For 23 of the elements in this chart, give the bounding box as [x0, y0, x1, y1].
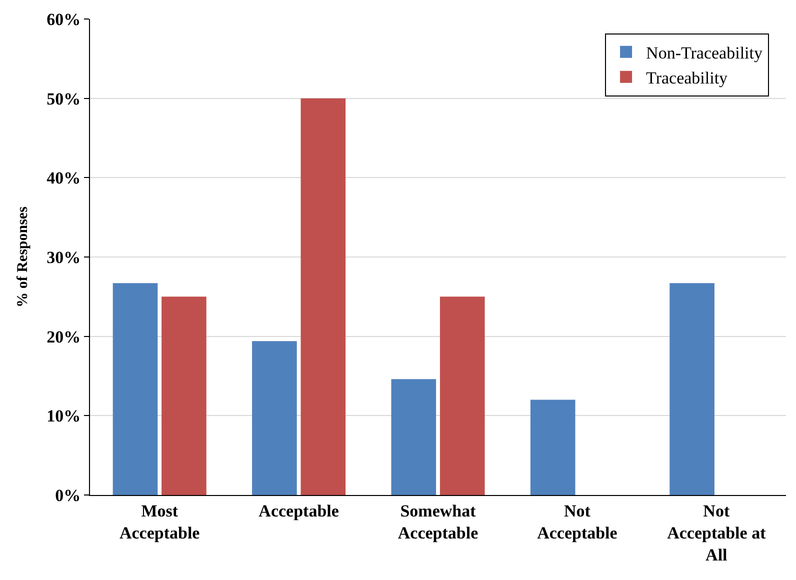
legend-label: Non-Traceability: [646, 43, 763, 62]
y-tick-label: 10%: [46, 406, 81, 426]
bar: [670, 283, 714, 495]
y-tick-label: 30%: [46, 248, 81, 267]
y-tick-label: 60%: [46, 10, 81, 29]
x-tick-label: Acceptable: [258, 501, 340, 520]
y-tick-label: 0%: [55, 486, 81, 505]
legend-label: Traceability: [646, 68, 728, 88]
x-tick-label: Not Acceptable at All: [667, 501, 766, 565]
bar: [391, 379, 436, 495]
bar: [440, 296, 485, 495]
x-tick-label: Somewhat Acceptable: [398, 501, 479, 542]
bar: [300, 98, 346, 495]
x-tick-label: Not Acceptable: [537, 501, 618, 542]
bar: [252, 341, 297, 495]
bar: [530, 400, 576, 495]
bar: [112, 283, 158, 495]
x-tick-label: Most Acceptable: [119, 501, 200, 542]
y-tick-label: 20%: [46, 327, 81, 346]
bar: [162, 296, 206, 495]
y-tick-label: 50%: [46, 89, 81, 108]
y-axis-title: % of Responses: [14, 206, 31, 308]
y-tick-label: 40%: [46, 168, 81, 188]
